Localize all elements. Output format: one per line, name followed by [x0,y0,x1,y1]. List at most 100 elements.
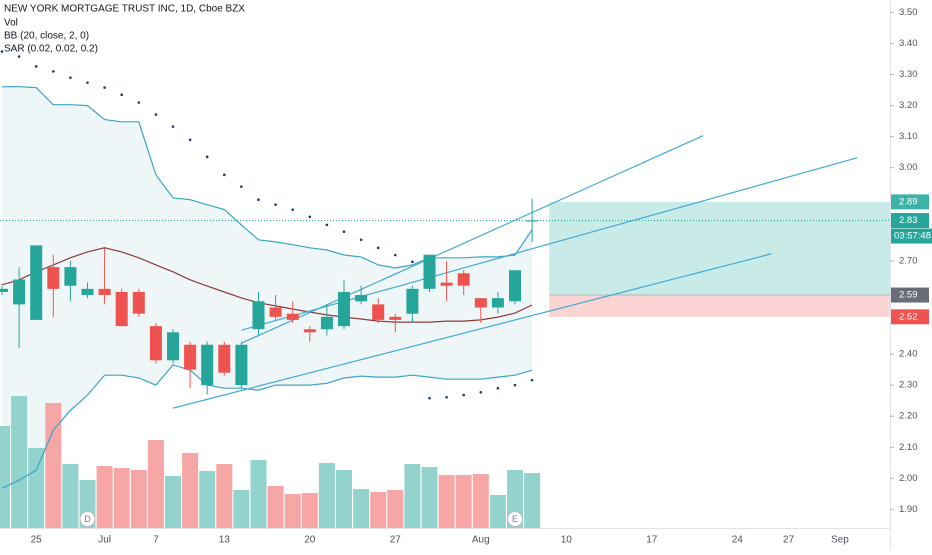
sar-dot [52,70,55,73]
candle-body [355,295,368,302]
sar-dot [34,65,38,68]
volume-bar [421,467,438,528]
volume-bar [113,468,130,528]
y-tick-label: 3.10 [899,131,918,142]
y-tick-label: 2.70 [899,255,918,266]
price-label-bg [891,309,929,325]
x-tick-label: 25 [31,535,43,546]
candle-body [457,273,470,286]
candle-body [235,344,248,386]
volume-bar [147,440,164,528]
y-tick-label: 3.30 [899,69,918,80]
position-stop [549,295,890,317]
sar-dot [69,76,72,79]
volume-bar [96,466,113,528]
sar-dot [257,198,260,202]
sar-dot [376,246,380,250]
x-tick-label: 20 [304,535,316,546]
sar-dot [411,260,414,264]
sar-dot [428,396,431,400]
candle-body [81,288,94,296]
price-label-bg [891,287,929,303]
candle-body [474,298,487,308]
legend-line: SAR (0.02, 0.02, 0.2) [4,44,98,55]
candle-body [115,291,128,327]
candle-body [30,245,43,320]
candle-body [509,270,521,302]
x-tick-label: Aug [472,535,490,546]
candle-body [218,344,231,373]
y-tick-label: 2.30 [899,380,918,391]
candle-body [252,301,265,330]
sar-dot [325,223,329,227]
volume-bar [489,495,506,528]
event-marker [507,511,523,527]
sar-dot [274,203,277,206]
sar-dot [359,238,363,242]
event-marker [79,511,96,527]
sar-dot [342,230,346,233]
volume-bar [165,476,181,528]
volume-bar [267,486,284,528]
y-tick-label: 3.40 [899,38,918,49]
volume-bar [250,460,267,528]
candle-body [372,304,385,320]
sar-dot [86,81,89,84]
x-tick-label: 13 [219,535,231,546]
sar-dot [0,50,4,53]
x-tick-label: 7 [153,535,159,546]
x-tick-label: 24 [732,535,744,546]
y-tick-label: 3.00 [899,162,918,173]
candle-body [526,220,539,222]
candle-body [167,332,179,361]
price-label: 2.83 [899,215,918,226]
price-axis [890,0,932,550]
sar-dot [308,215,312,219]
sar-dot [291,208,295,211]
y-tick-label: 3.20 [899,100,918,111]
price-label: 2.89 [899,196,918,207]
candle-body [98,288,111,296]
volume-bar [45,403,62,528]
sar-dot [445,395,448,399]
trend-line [172,253,772,409]
legend-line: BB (20, close, 2, 0) [4,31,89,42]
x-tick-label: 10 [561,535,573,546]
volume-bar [318,463,335,528]
volume-bar [284,494,301,528]
price-label: 2.52 [899,311,918,322]
sar-dot [223,173,226,177]
candle-body [389,316,402,320]
candle-body [491,298,504,308]
sar-dot [513,383,517,387]
sar-dot [103,86,106,89]
countdown-label: 03:57:48 [894,231,931,242]
candle-body [0,288,8,292]
volume-bar [182,453,199,528]
candle-body [338,291,350,327]
event-label: D [84,514,91,524]
candle-body [184,344,197,370]
candle-body [423,254,436,289]
x-tick-label: 17 [646,535,658,546]
sar-dot [205,155,209,159]
event-label: E [512,514,518,524]
candle-body [132,291,145,314]
bb-upper [2,86,533,269]
volume-bar [0,426,10,528]
candle-body [64,267,77,286]
candle-body [149,326,162,361]
axes: 1.90 2.00 2.10 2.20 2.30 2.40 2.70 3.00 3.10 3.20… [31,7,932,546]
position-target [549,201,890,296]
candle-body [286,313,299,320]
countdown-bg [891,228,932,244]
volume-bar [28,448,45,528]
volume-bar [370,492,387,528]
bb-fill [2,86,533,489]
sar-dot [240,185,243,188]
legend-line: Vol [4,18,18,29]
y-tick-label: 2.40 [899,349,918,360]
sar-dot [496,386,500,390]
